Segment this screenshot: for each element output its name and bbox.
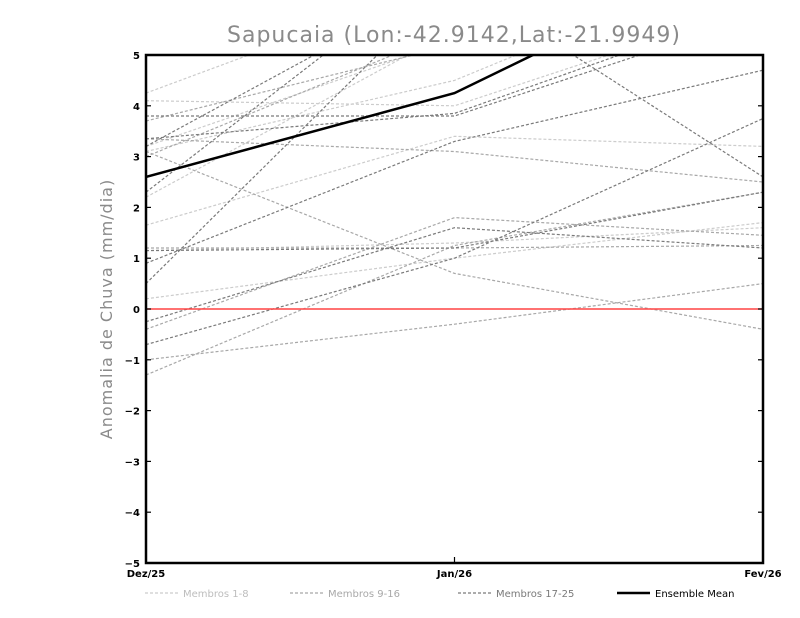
series-line-membros-17-25-20 — [146, 227, 763, 323]
x-tick-label: Fev/26 — [744, 569, 781, 580]
y-tick-label: 3 — [133, 153, 140, 164]
series-line-membros-1-8-5 — [146, 222, 763, 300]
y-tick-label: 5 — [133, 51, 140, 62]
y-tick-label: −3 — [125, 457, 140, 468]
legend-label-membros-9-16: Membros 9-16 — [328, 589, 400, 600]
series-line-membros-17-25-17 — [146, 55, 642, 117]
legend-label-ensemble-mean: Ensemble Mean — [655, 589, 734, 600]
legend: Membros 1-8 Membros 9-16 Membros 17-25 Ense… — [145, 589, 734, 600]
y-tick-label: −5 — [125, 559, 140, 570]
series-line-membros-1-8-8 — [146, 55, 413, 147]
y-tick-label: 0 — [133, 305, 140, 316]
series-line-membros-17-25-25 — [146, 55, 763, 178]
series-line-membros-9-16-10 — [146, 138, 763, 183]
x-axis-ticks: Dez/25 Jan/26 Fev/26 — [127, 557, 782, 580]
series-line-membros-1-8-7 — [146, 55, 410, 198]
series-line-membros-17-25-21 — [146, 117, 763, 346]
series-line-membros-9-16-16 — [146, 55, 395, 158]
x-tick-label: Jan/26 — [436, 569, 472, 580]
y-tick-label: 2 — [133, 203, 140, 214]
series-line-membros-9-16-11 — [146, 283, 763, 361]
series-line-membros-17-25-24 — [146, 55, 325, 193]
series-line-membros-1-8-4 — [146, 135, 763, 226]
x-tick-label: Dez/25 — [127, 569, 166, 580]
y-tick-label: −4 — [125, 508, 140, 519]
series-line-membros-9-16-9 — [146, 55, 416, 122]
series-line-membros-17-25-18 — [146, 69, 763, 264]
y-tick-label: −2 — [125, 407, 140, 418]
y-tick-label: 4 — [133, 102, 140, 113]
series-line-membros-9-16-14 — [146, 191, 763, 376]
legend-label-membros-1-8: Membros 1-8 — [183, 589, 249, 600]
y-axis-label: Anomalia de Chuva (mm/dia) — [97, 179, 116, 439]
series-line-membros-1-8-2 — [146, 55, 611, 107]
series-layer — [146, 55, 763, 376]
series-line-membros-1-8-6 — [146, 227, 763, 252]
y-tick-label: 1 — [133, 254, 140, 265]
ensemble-mean-layer — [146, 55, 536, 179]
legend-label-membros-17-25: Membros 17-25 — [496, 589, 574, 600]
ensemble-mean-line — [146, 55, 536, 179]
y-axis-ticks: 5 4 3 2 1 0 −1 −2 −3 −4 −5 — [125, 51, 763, 570]
y-tick-label: −1 — [125, 356, 140, 367]
series-line-membros-9-16-13 — [146, 150, 763, 330]
series-line-membros-17-25-23 — [146, 191, 763, 252]
series-line-membros-9-16-15 — [146, 244, 763, 249]
chart-title: Sapucaia (Lon:-42.9142,Lat:-21.9949) — [227, 23, 681, 48]
series-line-membros-1-8-3 — [146, 55, 518, 153]
